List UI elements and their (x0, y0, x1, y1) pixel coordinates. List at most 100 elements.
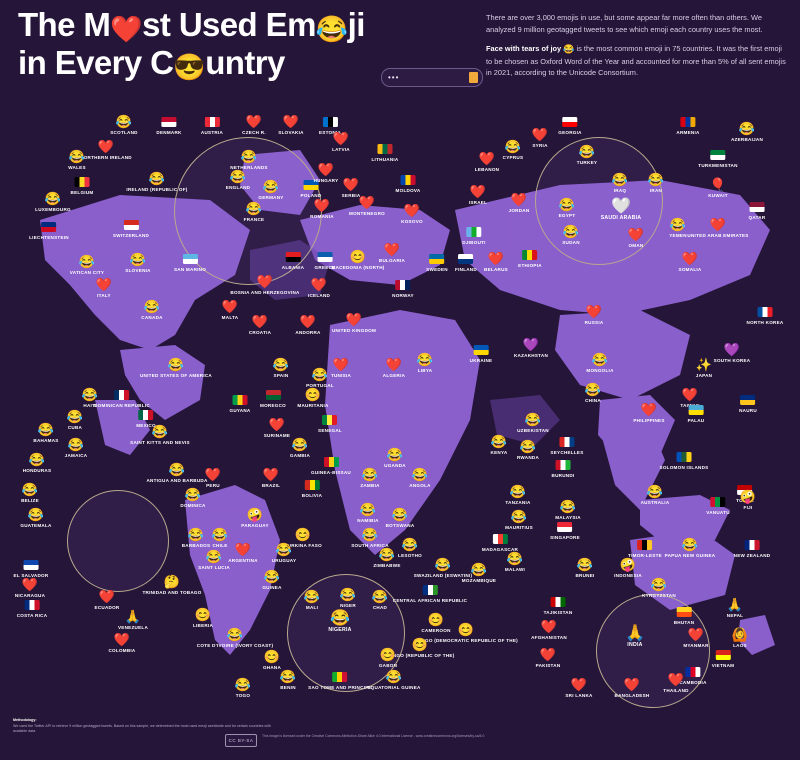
country-marker[interactable]: 🤪 INDONESIA (614, 558, 642, 579)
country-marker[interactable]: 😂 ANTIGUA AND BARBUDA (146, 463, 207, 484)
country-marker[interactable]: ❤️ BELARUS (484, 252, 508, 273)
country-marker[interactable]: TAJIKISTAN (544, 595, 573, 615)
country-marker[interactable]: BOLIVIA (302, 478, 322, 498)
country-marker[interactable]: ❤️ PERU (205, 468, 221, 489)
country-marker[interactable]: ❤️ ISRAEL (469, 185, 487, 206)
country-marker[interactable]: ESTONIA (319, 115, 341, 135)
country-marker[interactable]: GEORGIA (558, 115, 581, 135)
country-marker[interactable]: ❤️ JORDAN (509, 193, 530, 214)
country-marker[interactable]: 😂 CHILE (212, 528, 228, 549)
country-marker[interactable]: ❤️ PHILIPPINES (633, 403, 664, 424)
country-marker[interactable]: AUSTRIA (201, 115, 223, 135)
country-marker[interactable]: 😂 KENYA (491, 435, 508, 456)
country-marker[interactable]: 🤔 TRINIDAD AND TOBAGO (142, 575, 201, 596)
country-marker[interactable]: 😂 CHAD (372, 590, 388, 611)
country-marker[interactable]: SENEGAL (318, 413, 342, 433)
country-marker[interactable]: TIMOR-LESTE (628, 538, 662, 558)
country-marker[interactable]: 🎈 KUWAIT (708, 178, 728, 199)
country-marker[interactable]: 🤍 SAUDI ARABIA (601, 198, 642, 221)
country-marker[interactable]: 😂 WALES (68, 150, 86, 171)
country-marker[interactable]: ❤️ SERBIA (342, 178, 361, 199)
country-marker[interactable]: ❤️ ROMANIA (310, 199, 334, 220)
country-marker[interactable]: ARMENIA (676, 115, 699, 135)
country-marker[interactable]: 😊 GABON (379, 648, 397, 669)
country-marker[interactable]: 😂 SLOVENIA (125, 253, 150, 274)
country-marker[interactable]: ❤️ ANDORRA (295, 315, 320, 336)
country-marker[interactable]: GUYANA (230, 393, 251, 413)
country-marker[interactable]: QATAR (749, 200, 766, 220)
country-marker[interactable]: SOLOMON ISLANDS (660, 450, 709, 470)
country-marker[interactable]: 😂 AUSTRALIA (641, 485, 670, 506)
country-marker[interactable]: 😂 GAMBIA (290, 438, 310, 459)
country-marker[interactable]: ❤️ RUSSIA (585, 305, 604, 326)
country-marker[interactable]: MOREGCO (260, 388, 286, 408)
country-marker[interactable]: 😂 SAINT KITTS AND NEVIS (130, 425, 190, 446)
country-marker[interactable]: ❤️ THAILAND (663, 673, 688, 694)
country-marker[interactable]: 😂 COTE D'IVOIRE (IVORY COAST) (197, 628, 274, 649)
country-marker[interactable]: 😂 ZIMBABWE (373, 548, 400, 569)
country-marker[interactable]: 😂 YEMEN (669, 218, 687, 239)
country-marker[interactable]: 🤪 PARAGUAY (241, 508, 269, 529)
country-marker[interactable]: NORWAY (392, 278, 414, 298)
country-marker[interactable]: ✨ JAPAN (696, 358, 712, 379)
country-marker[interactable]: ❤️ SLOVAKIA (278, 115, 303, 136)
country-marker[interactable]: 😂 NAMIBIA (357, 503, 378, 524)
country-marker[interactable]: 😂 IRAN (648, 173, 664, 194)
country-marker[interactable]: ❤️ ECUADOR (95, 590, 120, 611)
country-marker[interactable]: 😂 PAPUA NEW GUINEA (665, 538, 716, 559)
country-marker[interactable]: ❤️ PAKISTAN (536, 648, 561, 669)
country-marker[interactable]: 😂 SPAIN (273, 358, 289, 379)
country-marker[interactable]: ❤️ BANGLADESH (615, 678, 650, 699)
country-marker[interactable]: 😂 CYPRUS (503, 140, 524, 161)
country-marker[interactable]: 😂 UGANDA (384, 448, 406, 469)
country-marker[interactable]: NAURU (739, 393, 757, 413)
country-marker[interactable]: 😂 SUDAN (562, 225, 580, 246)
country-marker[interactable]: GUINEA-BISSAU (311, 455, 351, 475)
country-marker[interactable]: 😂 ANGOLA (409, 468, 430, 489)
country-marker[interactable]: 😂 IRELAND (REPUBLIC OF) (126, 172, 187, 193)
country-marker[interactable]: ❤️ ICELAND (308, 278, 330, 299)
country-marker[interactable]: 😂 JAMAICA (65, 438, 88, 459)
country-marker[interactable]: 💜 KAZAKHSTAN (514, 338, 548, 359)
country-marker[interactable]: NEW ZEALAND (734, 538, 771, 558)
country-marker[interactable]: CENTRAL AFRICAN REPUBLIC (393, 583, 467, 603)
country-marker[interactable]: MOLDOVA (396, 173, 421, 193)
country-marker[interactable]: ❤️ ITALY (96, 278, 112, 299)
country-marker[interactable]: ❤️ LATVIA (332, 132, 350, 153)
country-marker[interactable]: ❤️ LEBANON (475, 152, 499, 173)
country-marker[interactable]: ❤️ MYANMAR (683, 628, 708, 649)
country-marker[interactable]: LIECHTENSTEIN (29, 220, 69, 240)
country-marker[interactable]: 😂 BARBADOS (182, 528, 211, 549)
country-marker[interactable]: 😂 LIBYA (417, 353, 433, 374)
country-marker[interactable]: 😊 GHANA (263, 650, 281, 671)
country-marker[interactable]: 😂 SCOTLAND (110, 115, 138, 136)
country-marker[interactable]: 😂 URUGUAY (272, 543, 297, 564)
country-marker[interactable]: 🙆 LAOS (732, 628, 748, 649)
country-marker[interactable]: 😂 NIGERIA (328, 610, 351, 633)
country-marker[interactable]: 😊 CONGO (REPUBLIC OF THE) (385, 638, 454, 659)
country-marker[interactable]: 😂 NIGER (340, 588, 356, 609)
country-marker[interactable]: ❤️ SRI LANKA (565, 678, 592, 699)
country-marker[interactable]: CAMBODIA (679, 665, 706, 685)
country-marker[interactable]: 😂 CUBA (67, 410, 83, 431)
country-marker[interactable]: ❤️ NICARAGUA (15, 578, 45, 599)
country-marker[interactable]: 😂 BELIZE (21, 483, 39, 504)
country-marker[interactable]: 😂 MOZAMBIQUE (462, 563, 496, 584)
country-marker[interactable]: ❤️ MONTENEGRO (349, 196, 385, 217)
country-marker[interactable]: ❤️ BOSNIA AND HERZEGOVINA (230, 275, 299, 296)
country-marker[interactable]: 😊 LIBERIA (193, 608, 213, 629)
country-marker[interactable]: BELGIUM (71, 175, 94, 195)
country-marker[interactable]: EL SALVADOR (14, 558, 49, 578)
country-marker[interactable]: 😂 SWAZILAND (ESWATINI) (414, 558, 473, 579)
country-marker[interactable]: ETHIOPIA (518, 248, 542, 268)
country-marker[interactable]: VIETNAM (712, 648, 734, 668)
country-marker[interactable]: 😂 RWANDA (517, 440, 539, 461)
country-marker[interactable]: ❤️ ALGERIA (383, 358, 405, 379)
country-marker[interactable]: 😂 BAHAMAS (33, 423, 58, 444)
country-marker[interactable]: POLAND (301, 178, 322, 198)
country-marker[interactable]: 😂 MALAWI (505, 552, 525, 573)
country-marker[interactable]: 😂 EGYPT (559, 198, 576, 219)
country-marker[interactable]: ❤️ SYRIA (532, 128, 548, 149)
country-marker[interactable]: 😂 TANZANIA (505, 485, 530, 506)
country-marker[interactable]: 🙏 VENEZUELA (118, 610, 148, 631)
